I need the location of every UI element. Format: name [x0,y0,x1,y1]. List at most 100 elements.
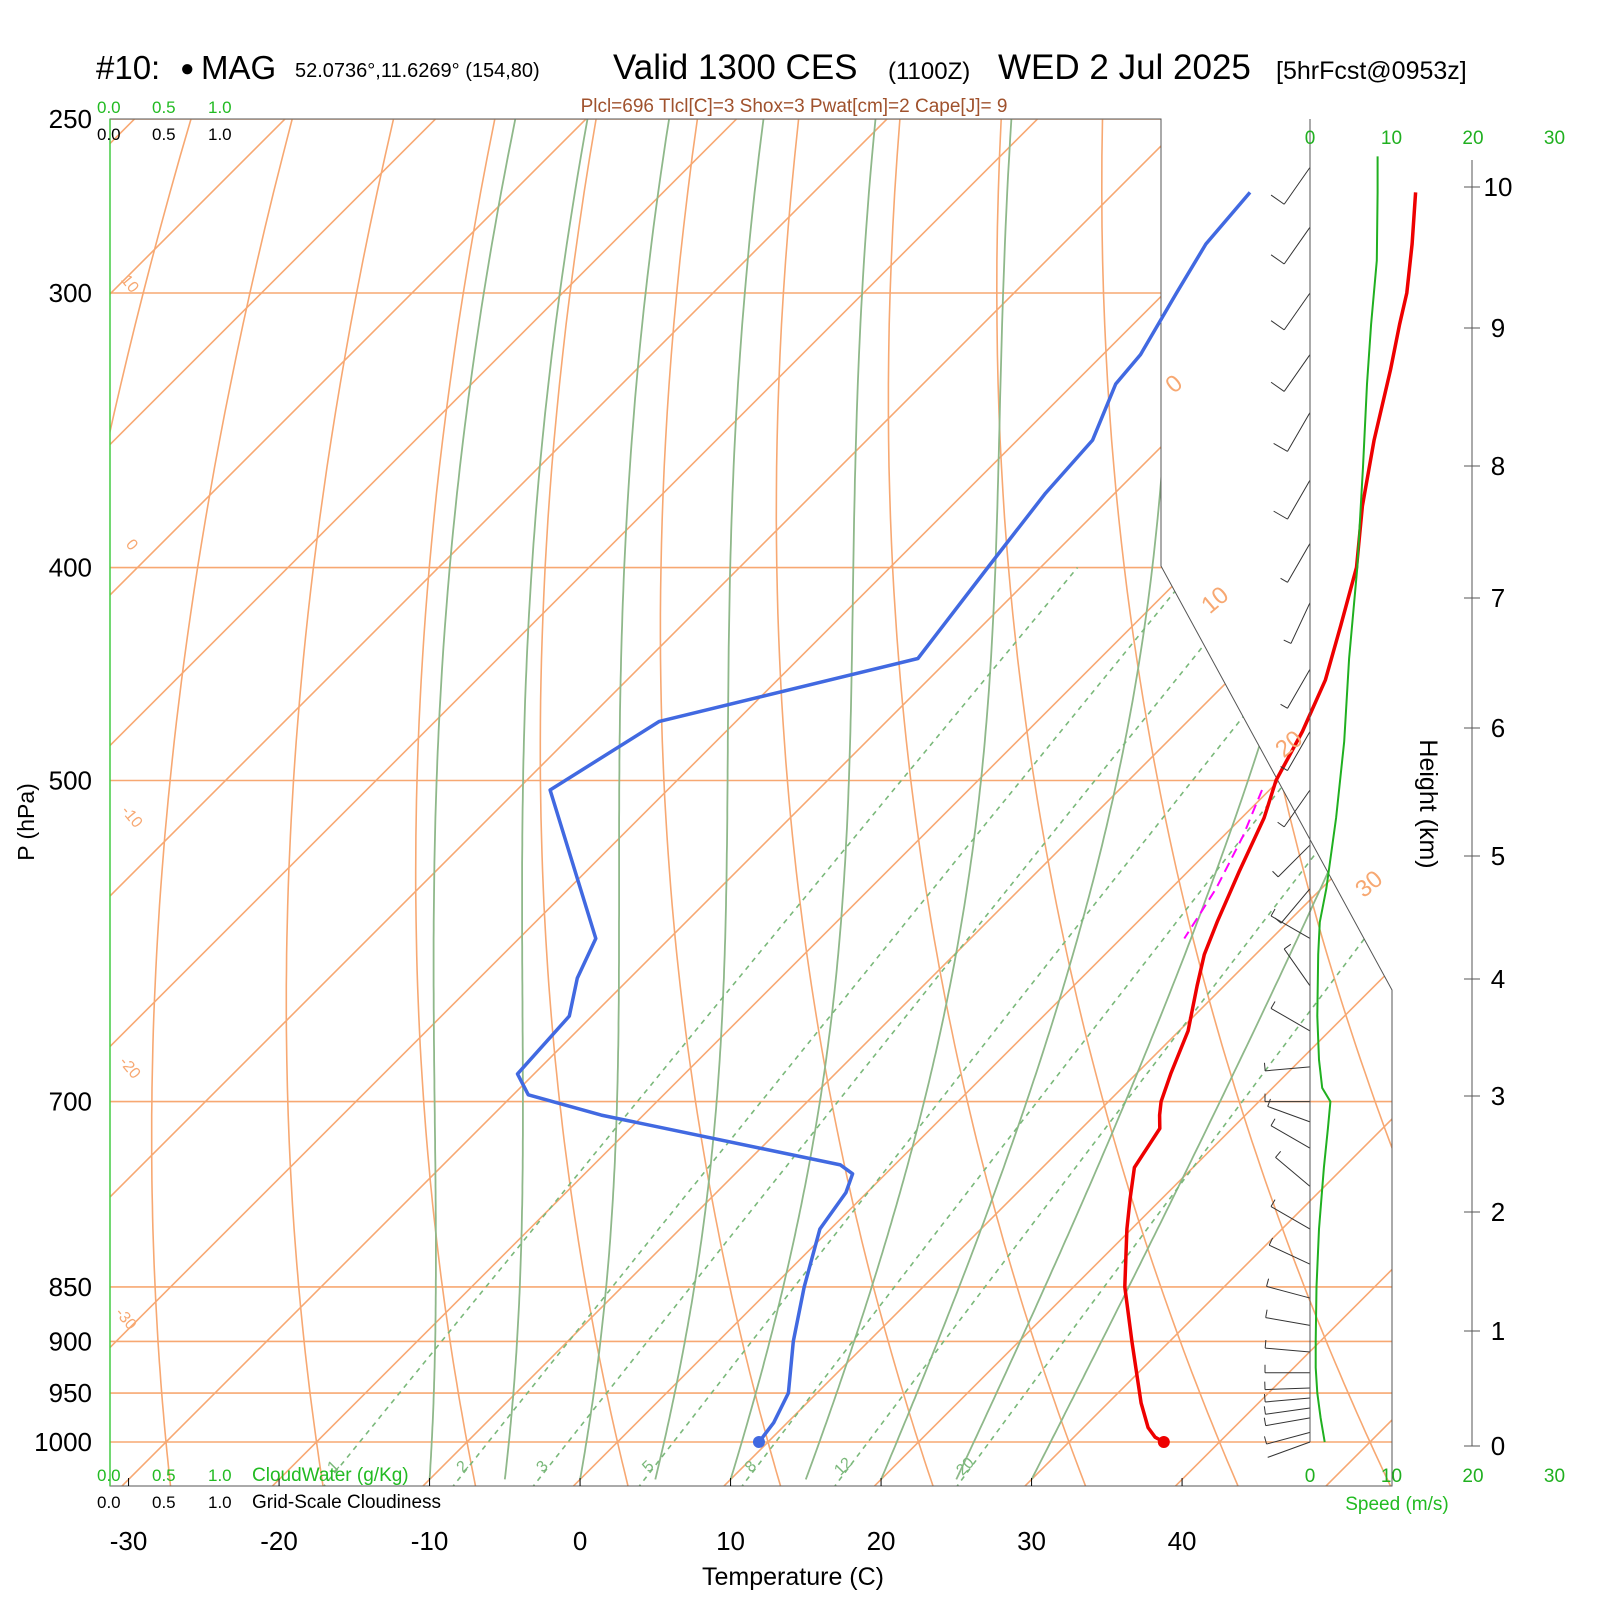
speed-tick-label-top: 0 [1305,128,1316,149]
skewt-grid [0,80,1600,1498]
wind-barb-staff [1288,412,1311,451]
cloudwater-label: CloudWater (g/Kg) [252,1465,409,1486]
wind-barb-half-flag [1264,1406,1265,1414]
dry-adiabat-line [1504,80,1600,1498]
surface-dewpoint-marker [753,1436,765,1448]
dry-adiabat-line [1304,80,1600,1498]
cloudiness-tick-bottom-0: 0.0 [97,1493,121,1512]
wind-barb-half-flag [1267,1279,1269,1287]
wind-barb-flag [1271,255,1284,264]
mixing-ratio-label: 20 [953,1454,978,1479]
y-tick-label: 500 [49,766,92,796]
height-tick-label: 6 [1491,713,1505,743]
sounding-profiles [518,192,1416,1448]
mixing-ratio-label: 3 [533,1458,551,1476]
wind-barb-flag [1274,443,1288,451]
wind-barb-staff [1278,845,1310,877]
y-tick-label: 900 [49,1326,92,1356]
wind-barb-half-flag [1271,1001,1275,1008]
wind-barb-staff [1276,1157,1310,1186]
y-axis-title: P (hPa) [13,783,39,861]
height-tick-label: 8 [1491,451,1505,481]
mixing-ratio-line [451,568,1194,1489]
x-tick-label: 30 [1017,1526,1046,1556]
speed-tick-label-bottom: 30 [1544,1466,1565,1487]
wind-barb-staff [1288,669,1311,708]
cloudwater-tick-top-2: 1.0 [208,98,232,117]
wind-barb-flag [1274,511,1288,519]
wind-barb-half-flag [1264,1394,1265,1402]
moist-adiabat-line [806,119,1012,1479]
wind-barb-staff [1288,543,1311,582]
height-tick-label: 9 [1491,313,1505,343]
isotherm-line [1465,80,1600,1498]
moist-adiabat-line [1032,119,1596,1479]
y-tick-label: 1000 [34,1427,92,1457]
wind-barb-staff [1265,1348,1310,1352]
height-tick-label: 4 [1491,964,1505,994]
wind-barb-half-flag [1276,1151,1281,1157]
wind-barb-staff [1284,293,1310,330]
wind-barb-half-flag [1264,1418,1265,1426]
isotherm-label: -10 [118,803,146,832]
cloudiness-tick-top-2: 1.0 [208,125,232,144]
wind-barb-half-flag [1271,1119,1275,1126]
wind-barb-staff [1265,1398,1310,1402]
isotherm-label: -30 [112,1305,140,1334]
wind-barb-staff [1291,603,1310,644]
height-tick-label: 5 [1491,841,1505,871]
header-station: #10: [96,49,160,86]
mixing-ratio-label: 5 [639,1458,657,1476]
header-valid: Valid 1300 CES [613,48,858,87]
cloudwater-tick-bottom-1: 0.5 [152,1466,176,1485]
moist-adiabat-line [505,119,588,1479]
moist-adiabat-line [655,119,763,1479]
x-tick-label: -10 [411,1526,449,1556]
wind-barb-half-flag [1273,871,1279,877]
moist-adiabat-line [580,119,669,1479]
surface-temperature-marker [1158,1436,1170,1448]
y-tick-label: 250 [49,104,92,134]
x-tick-label: 40 [1168,1526,1197,1556]
isotherm-label: 30 [1350,865,1388,903]
cloudiness-tick-top-1: 0.5 [152,125,176,144]
mixing-ratio-label: 8 [742,1458,760,1476]
height-tick-label: 0 [1491,1431,1505,1461]
height-tick-label: 7 [1491,583,1505,613]
y-tick-label: 300 [49,278,92,308]
cloudwater-tick-bottom-0: 0.0 [97,1466,121,1485]
mixing-ratio-line [833,568,1537,1489]
cloudiness-tick-top-0: 0.0 [97,125,121,144]
speed-profile [1316,156,1378,1442]
plot-border [110,119,1392,1486]
wind-barb-staff [1266,1418,1310,1426]
wind-barb-staff [1271,1207,1310,1230]
speed-tick-label-top: 20 [1462,128,1483,149]
cloudwater-tick-top-1: 0.5 [152,98,176,117]
wind-barb-half-flag [1271,909,1275,916]
wind-barb-half-flag [1275,918,1281,923]
wind-barb-flag [1271,382,1284,391]
x-tick-label: -20 [260,1526,298,1556]
moist-adiabat-line [956,119,1379,1479]
wind-barb-flag [1271,195,1284,204]
wind-barb-half-flag [1284,944,1291,949]
wind-barb-staff [1281,889,1310,923]
wind-barb-half-flag [1264,1063,1265,1071]
cloudiness-label: Grid-Scale Cloudiness [252,1492,441,1513]
wind-barb-staff [1284,167,1310,204]
wind-barb-half-flag [1265,1340,1266,1348]
y-tick-label: 700 [49,1087,92,1117]
wind-barb-staff [1284,355,1310,392]
wind-barb-staff [1266,1318,1310,1326]
y-tick-label: 950 [49,1378,92,1408]
wind-barb-half-flag [1281,578,1288,582]
wind-barb-half-flag [1268,1099,1271,1107]
isotherm-line [1164,80,1600,1498]
header-date: WED 2 Jul 2025 [998,48,1251,87]
speed-tick-label-bottom: 0 [1305,1466,1316,1487]
isotherm-line [1314,80,1600,1498]
isotherm-label: -20 [116,1054,144,1083]
